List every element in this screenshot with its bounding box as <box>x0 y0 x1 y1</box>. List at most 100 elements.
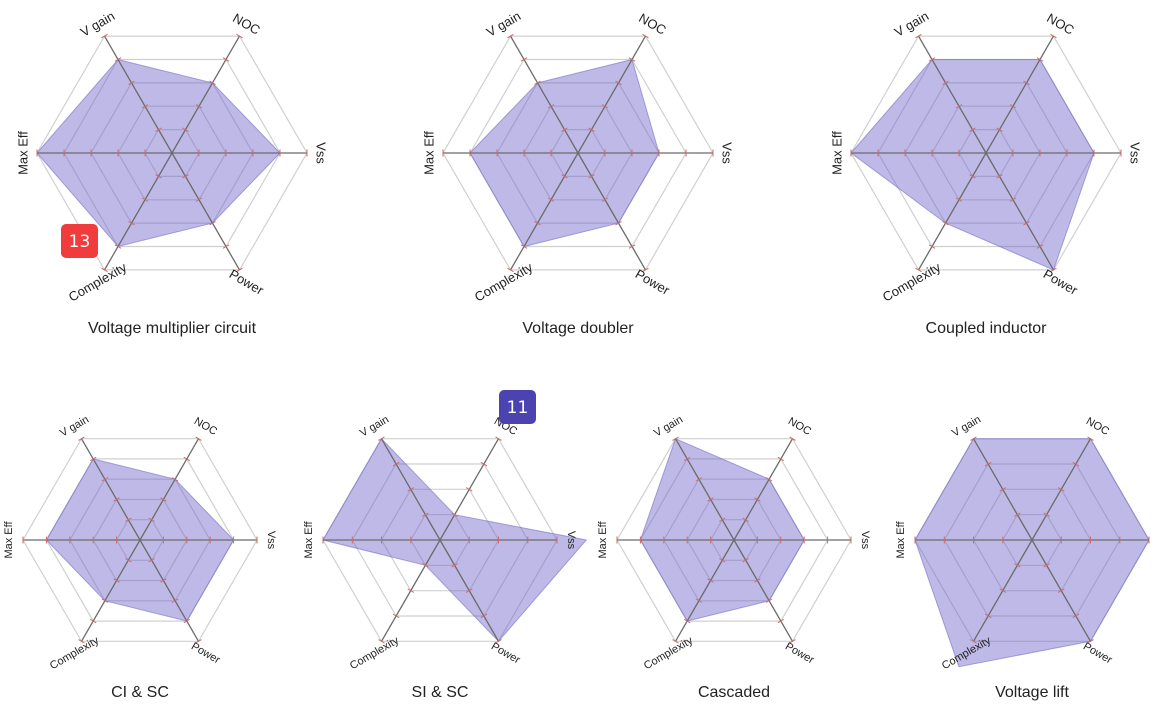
chart-title: CI & SC <box>111 684 169 701</box>
axis-label-power: Power <box>1081 640 1114 666</box>
axis-spoke-power <box>171 152 241 271</box>
tick-mark <box>125 558 132 563</box>
tick-mark <box>392 461 400 467</box>
tick-mark <box>89 456 97 462</box>
radar-chart-voltage-multiplier-circuit: V gain NOC Vss Power Complexity Max Eff Voltag… <box>16 8 329 337</box>
tick-mark <box>1057 487 1065 492</box>
tick-mark <box>628 244 636 249</box>
tick-mark <box>1023 80 1030 86</box>
tick-mark <box>195 639 202 644</box>
tick-mark <box>480 613 488 619</box>
tick-mark <box>160 578 167 583</box>
chart-title: Cascaded <box>698 684 770 701</box>
tick-mark <box>707 578 714 583</box>
tick-mark <box>422 563 429 568</box>
tick-mark <box>378 639 385 644</box>
tick-mark <box>999 588 1007 593</box>
tick-mark <box>378 436 385 441</box>
axis-spoke-power <box>577 152 647 271</box>
tick-mark <box>996 127 1003 132</box>
axis-spoke-complexity <box>509 152 579 271</box>
tick-mark <box>955 104 963 109</box>
tick-mark <box>148 517 155 522</box>
tick-mark <box>451 563 458 568</box>
marker-badge-11[interactable]: 11 <box>499 390 536 424</box>
tick-mark <box>615 220 622 226</box>
axis-label-max-eff: Max Eff <box>597 521 609 559</box>
tick-mark <box>754 497 761 502</box>
tick-mark <box>942 220 949 226</box>
tick-mark <box>195 436 202 441</box>
axis-label-power: Power <box>227 266 267 298</box>
marker-badge-13[interactable]: 13 <box>61 224 98 258</box>
axis-label-vss: Vss <box>1128 142 1143 164</box>
tick-mark <box>915 33 922 39</box>
tick-mark <box>101 33 108 39</box>
tick-mark <box>642 33 649 39</box>
tick-mark <box>78 639 85 644</box>
axis-label-noc: NOC <box>192 415 219 438</box>
tick-mark <box>547 104 555 109</box>
tick-mark <box>588 174 595 179</box>
axis-spoke-power <box>139 539 200 642</box>
tick-mark <box>422 512 429 517</box>
tick-mark <box>1057 588 1065 593</box>
tick-mark <box>113 578 120 583</box>
axis-label-max-eff: Max Eff <box>303 521 315 559</box>
axis-spoke-complexity <box>917 152 987 271</box>
axis-spoke-complexity <box>80 539 141 642</box>
tick-mark <box>754 578 761 583</box>
axis-label-v-gain: V gain <box>950 414 983 440</box>
tick-mark <box>171 598 179 603</box>
tick-mark <box>789 436 796 441</box>
tick-mark <box>1036 244 1044 249</box>
tick-mark <box>465 487 473 492</box>
axis-label-vss: Vss <box>314 142 329 164</box>
tick-mark <box>672 639 679 644</box>
axis-label-noc: NOC <box>1084 415 1111 438</box>
tick-mark <box>222 244 230 249</box>
chart-title: Voltage multiplier circuit <box>88 320 257 337</box>
tick-mark <box>561 127 568 132</box>
tick-mark <box>969 127 976 132</box>
axis-label-vss: Vss <box>859 531 871 550</box>
axis-label-v-gain: V gain <box>78 8 117 39</box>
tick-mark <box>996 174 1003 179</box>
axis-label-power: Power <box>633 266 673 298</box>
tick-mark <box>195 104 203 109</box>
tick-mark <box>789 639 796 644</box>
tick-mark <box>534 80 541 86</box>
tick-mark <box>171 477 179 482</box>
axis-label-v-gain: V gain <box>892 8 931 39</box>
axis-label-power: Power <box>783 640 816 666</box>
axis-label-noc: NOC <box>636 10 669 37</box>
axis-spoke-v-gain <box>674 438 735 541</box>
tick-mark <box>114 244 122 249</box>
axis-label-max-eff: Max Eff <box>16 131 31 175</box>
tick-mark <box>128 80 135 86</box>
axis-label-vss: Vss <box>720 142 735 164</box>
tick-mark <box>984 461 992 467</box>
axis-label-v-gain: V gain <box>484 8 523 39</box>
tick-mark <box>155 174 162 179</box>
tick-mark <box>777 456 785 462</box>
tick-mark <box>507 33 514 39</box>
axis-label-complexity: Complexity <box>48 634 102 672</box>
tick-mark <box>182 127 189 132</box>
axis-label-max-eff: Max Eff <box>830 131 845 175</box>
tick-mark <box>209 80 216 86</box>
tick-mark <box>407 588 415 593</box>
axis-spoke-noc <box>171 35 241 154</box>
tick-mark <box>588 127 595 132</box>
axis-spoke-noc <box>577 35 647 154</box>
tick-mark <box>970 436 977 441</box>
tick-mark <box>183 456 191 462</box>
axis-spoke-v-gain <box>80 438 141 541</box>
axis-spoke-noc <box>733 438 794 541</box>
axis-label-power: Power <box>189 640 222 666</box>
tick-mark <box>942 80 949 86</box>
radar-chart-coupled-inductor: V gain NOC Vss Power Complexity Max Eff Couple… <box>830 8 1143 337</box>
badge-background <box>61 224 98 258</box>
tick-mark <box>707 497 714 502</box>
